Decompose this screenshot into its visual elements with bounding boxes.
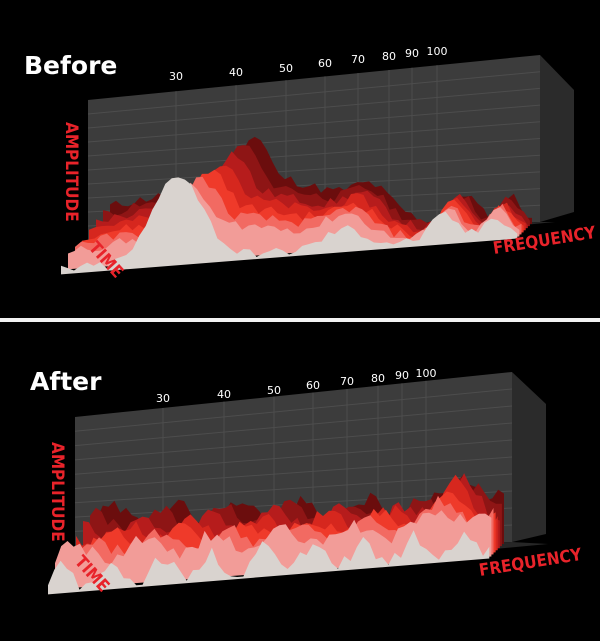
- side-wall: [512, 372, 546, 542]
- x-tick-label: 70: [340, 375, 354, 388]
- grid-line: [87, 138, 541, 171]
- grid-line: [87, 87, 541, 129]
- x-tick-label: 30: [169, 70, 183, 83]
- side-wall: [540, 55, 574, 222]
- x-tick-label: 50: [267, 384, 281, 397]
- grid-line: [74, 473, 513, 504]
- before-panel: Before 30 40 50 60 70 80 90 100 AMPLITUDE TIME …: [0, 0, 600, 318]
- grid-line: [87, 154, 541, 185]
- panel-divider: [0, 318, 600, 322]
- x-tick-label: 40: [217, 388, 231, 401]
- grid-line: [74, 439, 513, 475]
- spectrum-layer-8: [48, 530, 490, 595]
- x-tick-label: 50: [279, 62, 293, 75]
- before-chart: Before 30 40 50 60 70 80 90 100 AMPLITUDE TIME …: [24, 45, 598, 282]
- after-chart: After 30 40 50 60 70 80 90 100 AMPLITUDE TIME F…: [30, 367, 584, 596]
- spectrum-layer-8: [61, 177, 518, 275]
- y-axis-label: AMPLITUDE: [47, 442, 67, 542]
- plot-area: [48, 372, 548, 595]
- chart-title: Before: [24, 51, 117, 80]
- grid-line: [87, 121, 541, 157]
- x-tick-label: 40: [229, 66, 243, 79]
- x-tick-labels: 30 40 50 60 70 80 90 100: [156, 367, 437, 405]
- grid-line: [74, 456, 513, 489]
- grid-line: [74, 422, 513, 461]
- chart-title: After: [30, 367, 102, 396]
- plot-area: [61, 55, 574, 275]
- x-tick-label: 60: [306, 379, 320, 392]
- x-tick-label: 60: [318, 57, 332, 70]
- grid-line: [87, 104, 541, 143]
- x-tick-label: 80: [371, 372, 385, 385]
- x-tick-label: 80: [382, 50, 396, 63]
- x-tick-label: 70: [351, 53, 365, 66]
- x-tick-labels: 30 40 50 60 70 80 90 100: [169, 45, 448, 83]
- grid-line: [87, 71, 541, 115]
- x-tick-label: 90: [405, 47, 419, 60]
- y-axis-label: AMPLITUDE: [61, 122, 81, 222]
- grid-line: [74, 405, 513, 447]
- grid-line: [74, 388, 513, 432]
- x-tick-label: 90: [395, 369, 409, 382]
- x-tick-label: 100: [427, 45, 448, 58]
- x-tick-label: 30: [156, 392, 170, 405]
- after-panel: After 30 40 50 60 70 80 90 100 AMPLITUDE TIME F…: [0, 322, 600, 641]
- x-tick-label: 100: [416, 367, 437, 380]
